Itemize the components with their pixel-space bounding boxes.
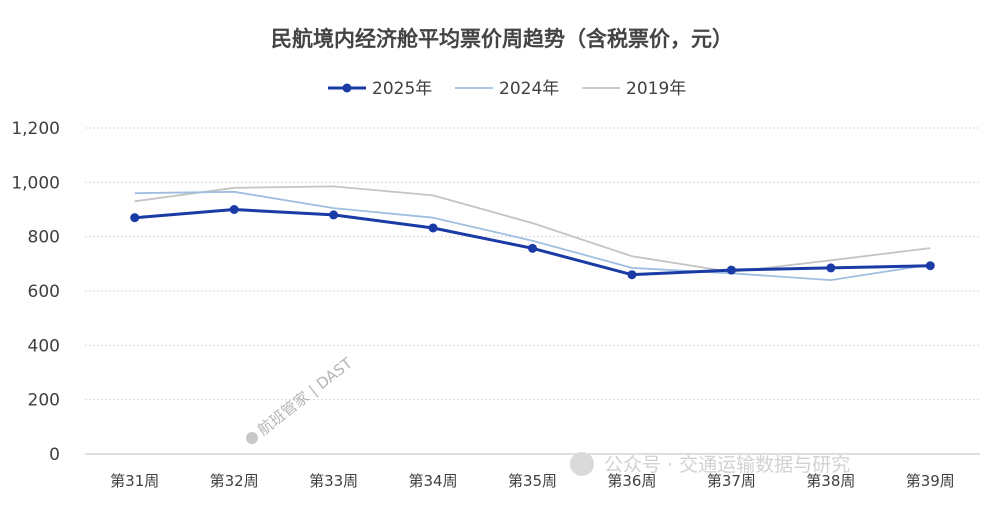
data-point	[726, 265, 736, 275]
x-tick-label: 第39周	[906, 472, 955, 490]
y-tick-label: 1,200	[11, 119, 60, 139]
x-tick-label: 第35周	[508, 472, 557, 490]
legend-label: 2019年	[626, 79, 686, 99]
series-line-2025	[134, 208, 931, 277]
x-tick-label: 第31周	[110, 472, 159, 490]
x-tick-label: 第37周	[707, 472, 756, 490]
watermark-logo: 航班管家 | DAST	[245, 354, 356, 445]
data-point	[428, 223, 438, 233]
series-layer	[130, 185, 935, 282]
y-axis: 0 200 400 600 800 1,000 1,200	[11, 119, 60, 465]
y-tick-label: 600	[28, 282, 60, 302]
wechat-icon	[570, 452, 594, 476]
y-tick-label: 1,000	[11, 173, 60, 193]
y-tick-label: 800	[28, 228, 60, 248]
legend: 2025年 2024年 2019年	[328, 79, 686, 99]
data-point	[826, 263, 836, 273]
legend-label: 2025年	[372, 79, 432, 99]
x-tick-label: 第32周	[210, 472, 259, 490]
x-tick-label: 第33周	[309, 472, 358, 490]
data-point	[925, 261, 935, 271]
y-tick-label: 400	[28, 336, 60, 356]
legend-label: 2024年	[499, 79, 559, 99]
x-tick-label: 第36周	[607, 472, 656, 490]
x-axis: 第31周 第32周 第33周 第34周 第35周 第36周 第37周 第38周 第39周	[110, 472, 955, 490]
chart-title: 民航境内经济舱平均票价周趋势（含税票价，元）	[271, 27, 733, 51]
x-tick-label: 第38周	[806, 472, 855, 490]
logo-icon	[245, 432, 258, 445]
data-point	[130, 213, 140, 223]
data-point	[329, 210, 339, 220]
watermark-account-text: 公众号 · 交通运输数据与研究	[604, 454, 850, 476]
data-point	[229, 205, 239, 214]
gridlines	[85, 127, 980, 455]
y-tick-label: 200	[28, 391, 60, 411]
watermark-logo-text: 航班管家 | DAST	[254, 354, 356, 439]
legend-marker	[342, 83, 352, 93]
series-line-2024	[134, 190, 931, 282]
series-line-2019	[134, 185, 931, 273]
data-point	[528, 243, 537, 253]
y-tick-label: 0	[49, 445, 60, 465]
data-point	[627, 270, 637, 280]
watermark-account: 公众号 · 交通运输数据与研究	[570, 452, 850, 476]
x-tick-label: 第34周	[409, 472, 458, 490]
